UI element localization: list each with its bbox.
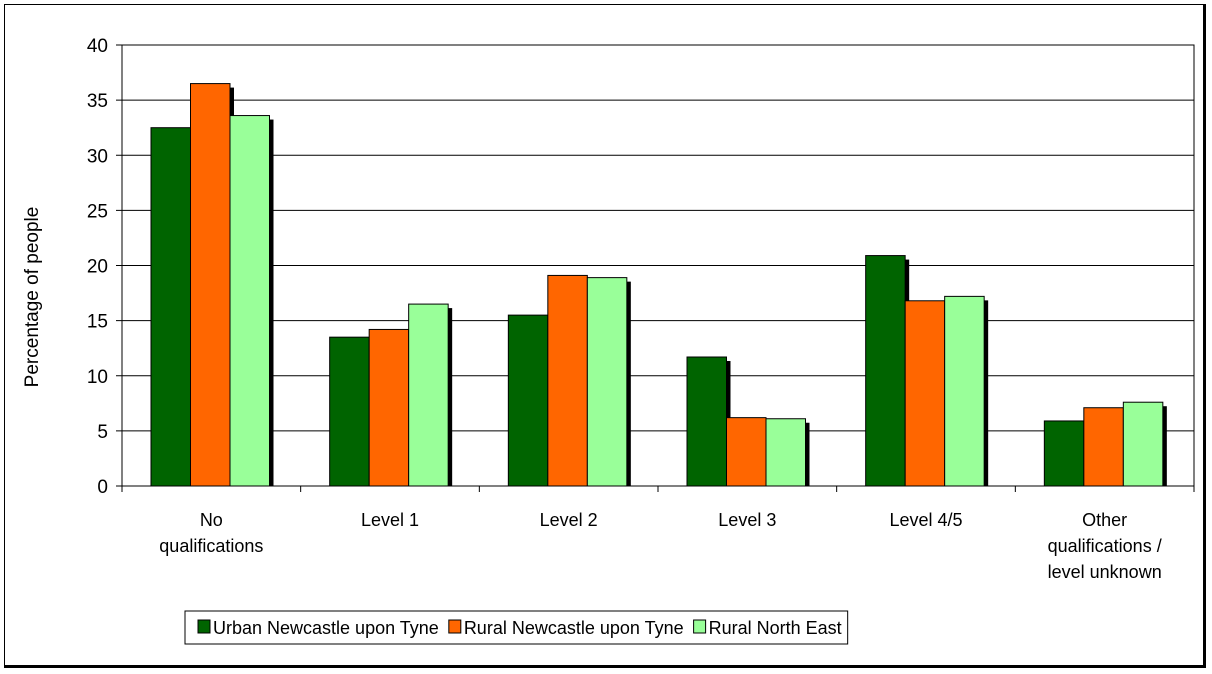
- bar: [945, 296, 985, 486]
- legend-label: Rural Newcastle upon Tyne: [464, 618, 684, 638]
- y-tick-label: 35: [87, 91, 108, 112]
- y-tick-label: 0: [97, 477, 108, 498]
- category-label: Other: [1082, 510, 1127, 530]
- category-label: Level 4/5: [889, 510, 962, 530]
- y-tick-label: 20: [87, 257, 108, 278]
- bar: [330, 337, 370, 486]
- y-tick-label: 10: [87, 367, 108, 388]
- bar: [905, 301, 945, 486]
- bar: [409, 304, 449, 486]
- category-labels: No qualifications Level 1 Level 2 Level 3 Lev…: [159, 510, 1161, 582]
- category-label: No: [200, 510, 223, 530]
- y-tick-label: 15: [87, 312, 108, 333]
- bar: [191, 84, 231, 486]
- category-label: qualifications: [159, 536, 263, 556]
- bar: [508, 315, 548, 486]
- bar: [587, 278, 627, 486]
- y-axis-title: Percentage of people: [22, 207, 43, 388]
- bar: [548, 275, 588, 486]
- legend-label: Rural North East: [709, 618, 842, 638]
- axes: [116, 45, 1194, 492]
- y-tick-labels: 0 5 10 15 20 25 30 35 40: [87, 36, 108, 498]
- bar: [151, 128, 191, 486]
- bar: [1084, 408, 1124, 486]
- legend-swatch: [198, 620, 210, 633]
- y-tick-label: 5: [97, 422, 108, 443]
- category-label: qualifications /: [1048, 536, 1162, 556]
- bar: [369, 329, 409, 486]
- category-label: Level 3: [718, 510, 776, 530]
- grid-lines: [122, 45, 1194, 431]
- legend: Urban Newcastle upon Tyne Rural Newcastle…: [185, 611, 848, 644]
- y-tick-label: 40: [87, 36, 108, 57]
- category-label: Level 2: [540, 510, 598, 530]
- category-label: Level 1: [361, 510, 419, 530]
- bar: [1123, 402, 1163, 486]
- bar: [1044, 421, 1084, 486]
- bar: [687, 357, 727, 486]
- bar: [230, 116, 270, 486]
- y-tick-label: 25: [87, 201, 108, 222]
- bar: [727, 418, 767, 486]
- legend-swatch: [449, 620, 461, 633]
- bar: [766, 419, 806, 486]
- y-tick-label: 30: [87, 146, 108, 167]
- category-label: level unknown: [1048, 562, 1162, 582]
- legend-label: Urban Newcastle upon Tyne: [213, 618, 439, 638]
- bars: [151, 84, 1167, 486]
- legend-swatch: [694, 620, 706, 633]
- bar: [866, 256, 906, 486]
